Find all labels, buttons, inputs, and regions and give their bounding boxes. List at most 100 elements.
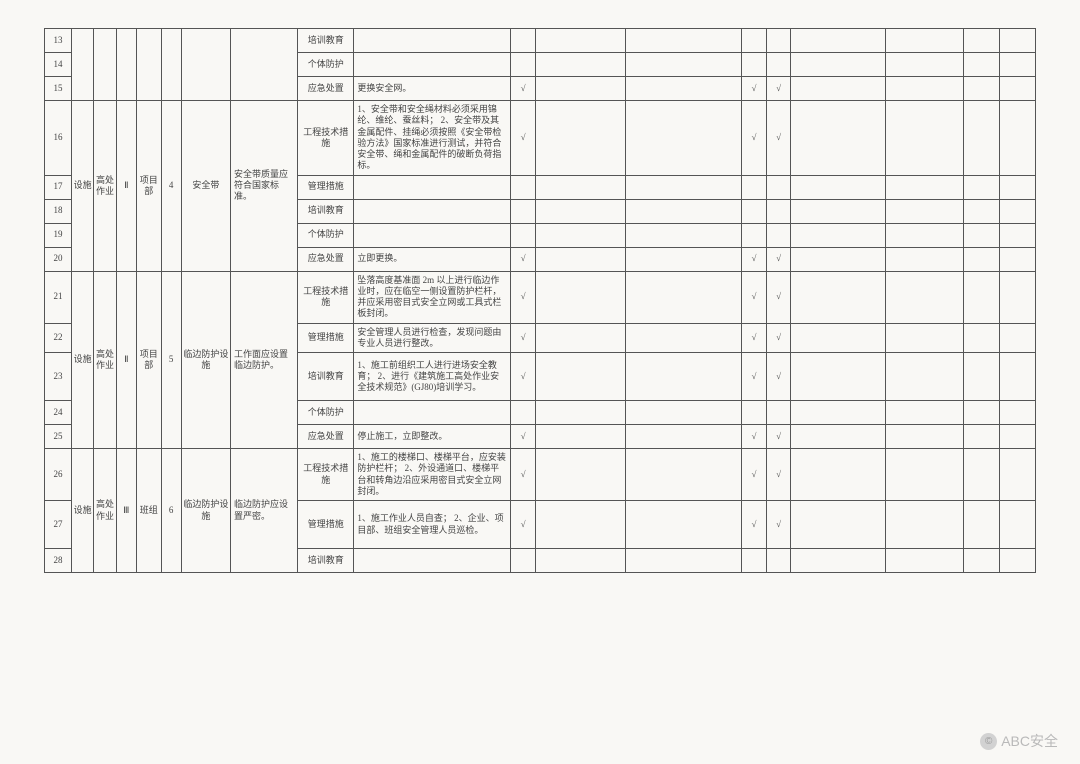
cell [625,401,742,425]
seq-cell: 14 [45,53,72,77]
measure-type: 个体防护 [298,53,354,77]
risk-table: 13培训教育14个体防护15应急处置更换安全网。√√√16设施高处作业Ⅱ项目部4… [44,28,1036,573]
cell [964,29,1000,53]
cell [999,501,1035,549]
cell [999,549,1035,573]
cat-cell: Ⅱ [116,101,136,272]
cell [625,175,742,199]
cell [116,29,136,101]
watermark: © ABC安全 [980,731,1058,751]
cell [999,77,1035,101]
cell [885,101,963,176]
cell [625,199,742,223]
cell [231,29,298,101]
cell [742,53,767,77]
cell [535,247,625,271]
cell: √ [511,101,536,176]
cell [999,199,1035,223]
measure-type: 应急处置 [298,247,354,271]
cell [535,401,625,425]
cell [791,29,885,53]
cat-cell: Ⅲ [116,449,136,573]
cell [625,449,742,501]
cell [964,53,1000,77]
seq-cell: 27 [45,501,72,549]
measure-desc: 1、施工作业人员自查； 2、企业、项目部、班组安全管理人员巡检。 [354,501,511,549]
cell [964,501,1000,549]
cell: √ [742,101,767,176]
measure-desc: 1、安全带和安全绳材料必须采用锦纶、维纶、蚕丝料； 2、安全带及其金属配件、挂绳… [354,101,511,176]
cell [625,425,742,449]
seq-cell: 21 [45,271,72,323]
cell [625,223,742,247]
cell [511,549,536,573]
cell [999,247,1035,271]
cell [885,199,963,223]
cell [885,175,963,199]
cell [766,175,791,199]
cell [511,175,536,199]
cell [71,29,93,101]
watermark-text: ABC安全 [1001,731,1058,751]
cell [999,101,1035,176]
cell: √ [511,353,536,401]
cell [999,271,1035,323]
cell: √ [511,425,536,449]
measure-type: 应急处置 [298,425,354,449]
cell [181,29,230,101]
seq-cell: 13 [45,29,72,53]
cell: √ [742,449,767,501]
cell [885,53,963,77]
cell [791,247,885,271]
cell: √ [742,271,767,323]
cell [885,77,963,101]
cell [766,223,791,247]
cell [766,401,791,425]
cell [625,53,742,77]
cell: √ [766,271,791,323]
measure-desc [354,29,511,53]
cell: √ [742,247,767,271]
cell [964,353,1000,401]
cell: √ [511,77,536,101]
measure-desc: 更换安全网。 [354,77,511,101]
cell [742,549,767,573]
cell [535,425,625,449]
seq-cell: 25 [45,425,72,449]
cat-cell: 高处作业 [94,271,116,449]
measure-type: 培训教育 [298,29,354,53]
seq-cell: 28 [45,549,72,573]
cell [885,449,963,501]
cell [999,401,1035,425]
cell [964,425,1000,449]
cell [742,175,767,199]
cat-cell: 高处作业 [94,449,116,573]
measure-desc [354,223,511,247]
cell [999,223,1035,247]
cell: √ [766,247,791,271]
measure-desc: 坠落高度基准面 2m 以上进行临边作业时，应在临空一侧设置防护栏杆，并应采用密目… [354,271,511,323]
cell [964,271,1000,323]
seq-cell: 18 [45,199,72,223]
cell [791,271,885,323]
cell [511,29,536,53]
cell [791,549,885,573]
cat-cell: 6 [161,449,181,573]
measure-desc [354,401,511,425]
cell [511,53,536,77]
measure-type: 个体防护 [298,223,354,247]
cell [511,401,536,425]
measure-desc: 停止施工，立即整改。 [354,425,511,449]
cell: √ [511,247,536,271]
cell [964,401,1000,425]
cell [535,271,625,323]
measure-type: 管理措施 [298,501,354,549]
cell [999,353,1035,401]
cell [964,77,1000,101]
cell [535,501,625,549]
cell [766,199,791,223]
cell [511,199,536,223]
cell [161,29,181,101]
cell [535,53,625,77]
cell [742,223,767,247]
